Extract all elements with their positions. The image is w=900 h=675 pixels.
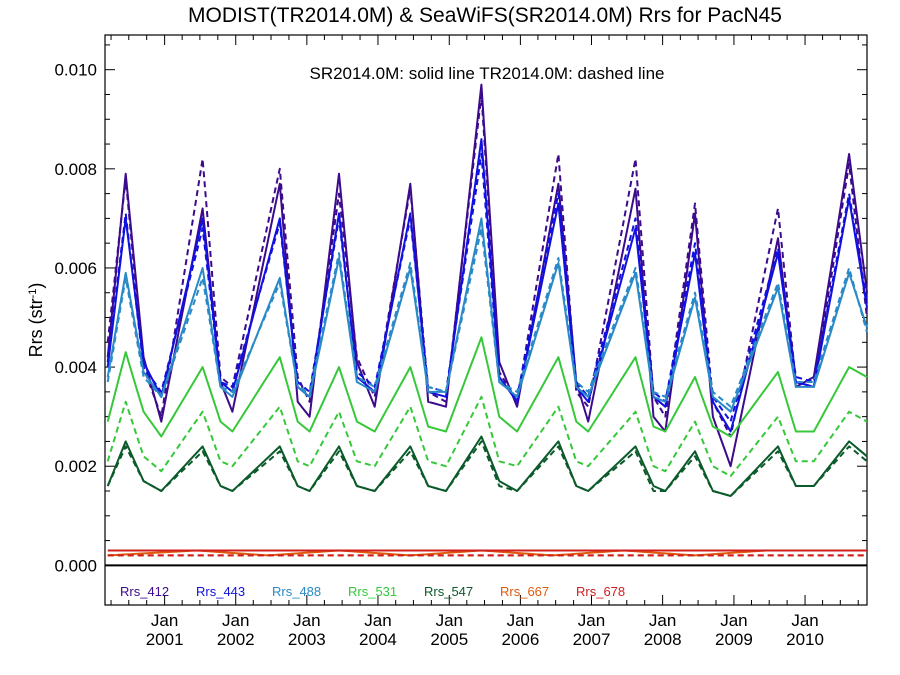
x-tick-month-label: Jan <box>364 611 391 630</box>
x-tick-year-label: 2004 <box>359 630 397 649</box>
x-tick-year-label: 2001 <box>146 630 184 649</box>
x-axis: Jan2001Jan2002Jan2003Jan2004Jan2005Jan20… <box>110 35 859 649</box>
x-tick-month-label: Jan <box>222 611 249 630</box>
x-tick-year-label: 2009 <box>715 630 753 649</box>
y-axis-label-close: ) <box>26 283 46 289</box>
x-tick-year-label: 2010 <box>786 630 824 649</box>
series-line-rrs-443-dashed <box>106 153 868 423</box>
x-tick-month-label: Jan <box>151 611 178 630</box>
x-tick-month-label: Jan <box>507 611 534 630</box>
legend-item: Rrs_531 <box>348 584 397 599</box>
y-axis: 0.000 0.002 0.004 0.006 0.008 0.010 <box>54 44 867 575</box>
x-tick-month-label: Jan <box>720 611 747 630</box>
x-tick-year-label: 2003 <box>288 630 326 649</box>
y-axis-label-main: Rrs (str <box>26 298 46 357</box>
legend: Rrs_412 Rrs_443 Rrs_488 Rrs_531 Rrs_547 Rrs_6… <box>120 584 625 599</box>
y-tick-label: 0.000 <box>54 556 97 575</box>
legend-item: Rrs_678 <box>576 584 625 599</box>
legend-item: Rrs_412 <box>120 584 169 599</box>
y-axis-label: Rrs (str-1) <box>26 283 46 358</box>
x-tick-month-label: Jan <box>436 611 463 630</box>
legend-item: Rrs_667 <box>500 584 549 599</box>
plot-frame <box>104 34 868 606</box>
x-tick-year-label: 2006 <box>501 630 539 649</box>
y-tick-label: 0.008 <box>54 160 97 179</box>
chart-title: MODIST(TR2014.0M) & SeaWiFS(SR2014.0M) R… <box>188 4 782 27</box>
x-tick-month-label: Jan <box>791 611 818 630</box>
series-lines <box>106 83 868 557</box>
x-tick-year-label: 2002 <box>217 630 255 649</box>
series-line-rrs-488-dashed <box>106 227 868 408</box>
series-line-rrs-531-dashed <box>106 395 868 478</box>
x-tick-year-label: 2008 <box>644 630 682 649</box>
y-tick-label: 0.002 <box>54 457 97 476</box>
x-tick-month-label: Jan <box>578 611 605 630</box>
legend-item: Rrs_488 <box>272 584 321 599</box>
legend-item: Rrs_443 <box>196 584 245 599</box>
series-line-rrs-531-solid <box>106 336 868 438</box>
line-style-annotation: SR2014.0M: solid line TR2014.0M: dashed … <box>309 64 664 83</box>
x-tick-year-label: 2007 <box>573 630 611 649</box>
y-tick-label: 0.004 <box>54 358 97 377</box>
x-tick-month-label: Jan <box>649 611 676 630</box>
x-tick-month-label: Jan <box>293 611 320 630</box>
legend-item: Rrs_547 <box>424 584 473 599</box>
y-tick-label: 0.010 <box>54 61 97 80</box>
y-tick-label: 0.006 <box>54 259 97 278</box>
x-tick-year-label: 2005 <box>430 630 468 649</box>
y-axis-label-exponent: -1 <box>27 289 39 299</box>
series-line-rrs-547-dashed <box>106 440 868 497</box>
